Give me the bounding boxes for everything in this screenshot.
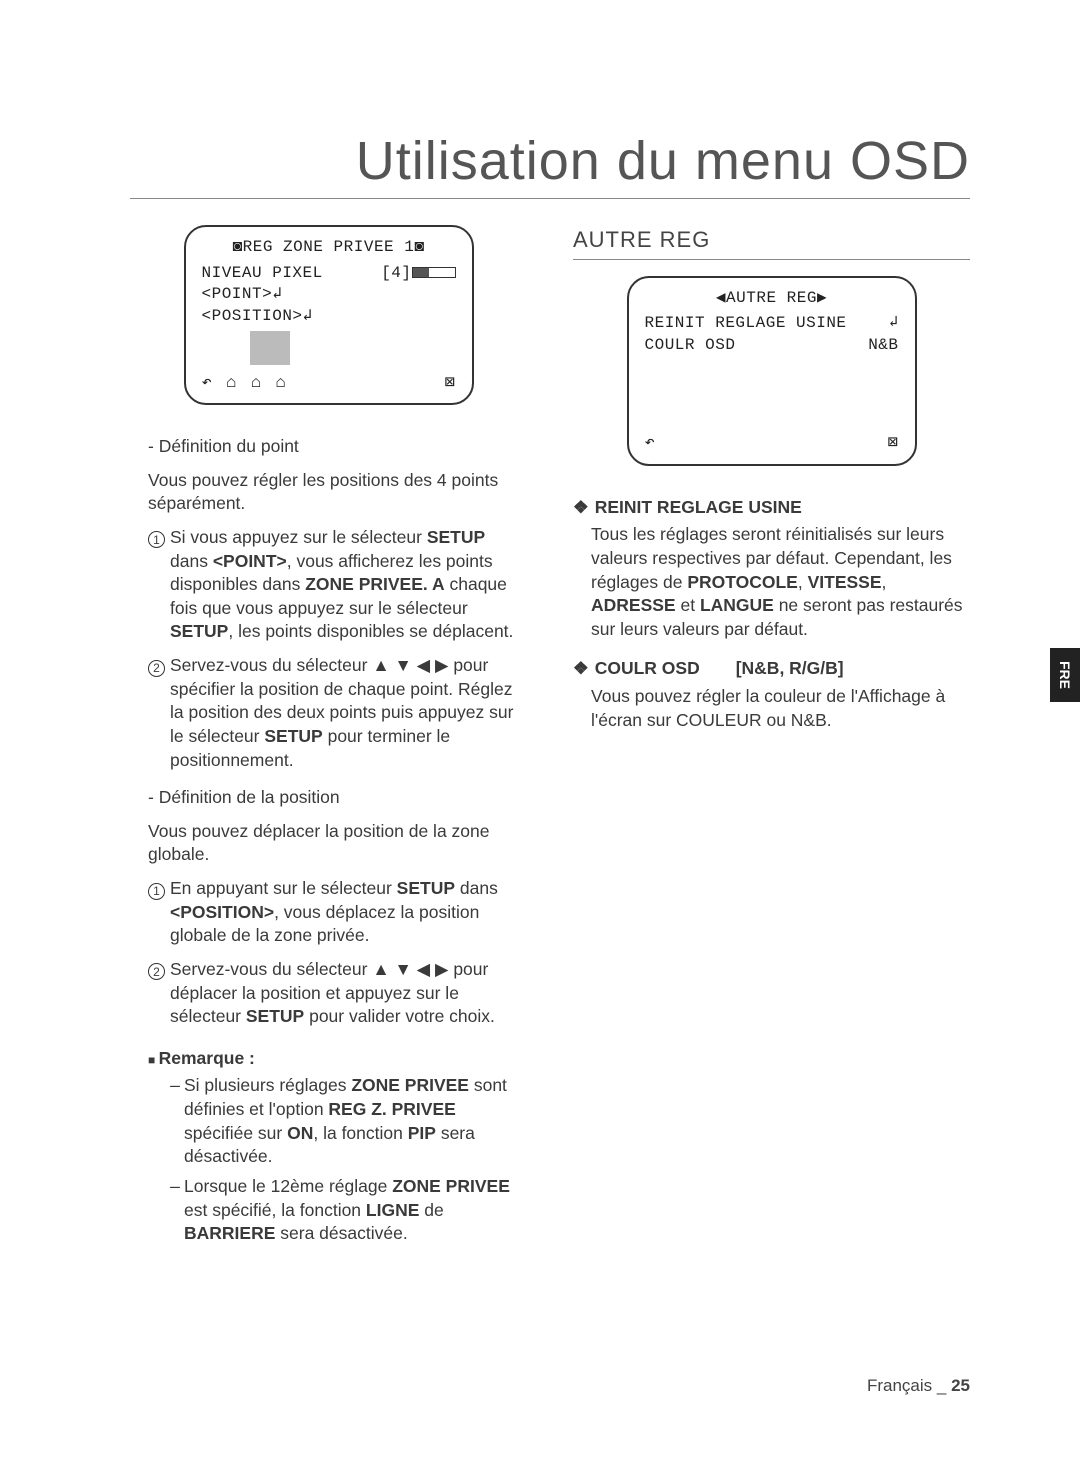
remarque-item: – Lorsque le 12ème réglage ZONE PRIVEE e… [130, 1175, 527, 1246]
osd-title: ◀AUTRE REG▶ [645, 288, 899, 310]
osd-icon-row: ↶ ⊠ [645, 433, 899, 456]
nav-icon: ⌂ [226, 373, 237, 396]
osd-value: N&B [868, 335, 898, 357]
footer-sep: _ [937, 1376, 946, 1395]
enter-icon: ↲ [889, 313, 899, 335]
osd-preview-square [250, 331, 290, 365]
paragraph: Vous pouvez régler la couleur de l'Affic… [573, 685, 970, 732]
nav-icon: ⌂ [276, 373, 287, 396]
step-2b: 2 Servez-vous du sélecteur ▲ ▼ ◀ ▶ pour … [130, 958, 527, 1029]
diamond-icon: ❖ [573, 497, 589, 517]
osd-title: ◙REG ZONE PRIVEE 1◙ [202, 237, 456, 259]
close-icon: ⊠ [888, 433, 899, 456]
def-point-heading: - Définition du point [130, 435, 527, 459]
diamond-icon: ❖ [573, 658, 589, 678]
right-column: AUTRE REG ◀AUTRE REG▶ REINIT REGLAGE USI… [573, 225, 970, 1252]
nav-icon: ⌂ [251, 373, 262, 396]
osd-label: COULR OSD [645, 335, 736, 357]
section-heading: AUTRE REG [573, 225, 970, 260]
def-pos-heading: - Définition de la position [130, 786, 527, 810]
osd-row: <POINT>↲ [202, 284, 456, 306]
osd-panel-autre-reg: ◀AUTRE REG▶ REINIT REGLAGE USINE ↲ COULR… [627, 276, 917, 466]
step-text: Servez-vous du sélecteur ▲ ▼ ◀ ▶ pour dé… [170, 958, 527, 1029]
step-number-icon: 2 [148, 660, 165, 677]
step-number-icon: 1 [148, 531, 165, 548]
step-number-icon: 1 [148, 883, 165, 900]
osd-body: REINIT REGLAGE USINE ↲ COULR OSD N&B [645, 309, 899, 432]
footer-lang: Français [867, 1376, 932, 1395]
two-column-layout: ◙REG ZONE PRIVEE 1◙ NIVEAU PIXEL [4] <PO… [130, 225, 970, 1252]
back-icon: ↶ [202, 373, 213, 396]
osd-label: REINIT REGLAGE USINE [645, 313, 847, 335]
language-tab: FRE [1050, 648, 1080, 702]
osd-icon-row: ↶ ⌂ ⌂ ⌂ ⊠ [202, 373, 456, 396]
step-text: Si vous appuyez sur le sélecteur SETUP d… [170, 526, 527, 644]
osd-value: [4] [381, 263, 455, 285]
step-text: En appuyant sur le sélecteur SETUP dans … [170, 877, 527, 948]
step-1b: 1 En appuyant sur le sélecteur SETUP dan… [130, 877, 527, 948]
page: Utilisation du menu OSD ◙REG ZONE PRIVEE… [0, 0, 1080, 1476]
remarque-heading: Remarque : [130, 1047, 527, 1071]
sub-heading: ❖REINIT REGLAGE USINE [573, 496, 970, 520]
sub-heading: ❖COULR OSD [N&B, R/G/B] [573, 657, 970, 681]
page-footer: Français _ 25 [867, 1376, 970, 1396]
step-2: 2 Servez-vous du sélecteur ▲ ▼ ◀ ▶ pour … [130, 654, 527, 772]
page-number: 25 [951, 1376, 970, 1395]
progress-bar [412, 267, 456, 278]
step-1: 1 Si vous appuyez sur le sélecteur SETUP… [130, 526, 527, 644]
close-icon: ⊠ [445, 373, 456, 396]
back-icon: ↶ [645, 433, 656, 456]
left-column: ◙REG ZONE PRIVEE 1◙ NIVEAU PIXEL [4] <PO… [130, 225, 527, 1252]
osd-body: NIVEAU PIXEL [4] <POINT>↲ <POSITION>↲ [202, 259, 456, 373]
step-text: Servez-vous du sélecteur ▲ ▼ ◀ ▶ pour sp… [170, 654, 527, 772]
osd-row: <POSITION>↲ [202, 306, 456, 328]
def-point-text: Vous pouvez régler les positions des 4 p… [130, 469, 527, 516]
def-pos-text: Vous pouvez déplacer la position de la z… [130, 820, 527, 867]
step-number-icon: 2 [148, 963, 165, 980]
osd-label: NIVEAU PIXEL [202, 263, 323, 285]
paragraph: Tous les réglages seront réinitialisés s… [573, 523, 970, 641]
remarque-item: – Si plusieurs réglages ZONE PRIVEE sont… [130, 1074, 527, 1169]
chapter-title: Utilisation du menu OSD [130, 130, 970, 199]
osd-panel-zone-privee: ◙REG ZONE PRIVEE 1◙ NIVEAU PIXEL [4] <PO… [184, 225, 474, 405]
